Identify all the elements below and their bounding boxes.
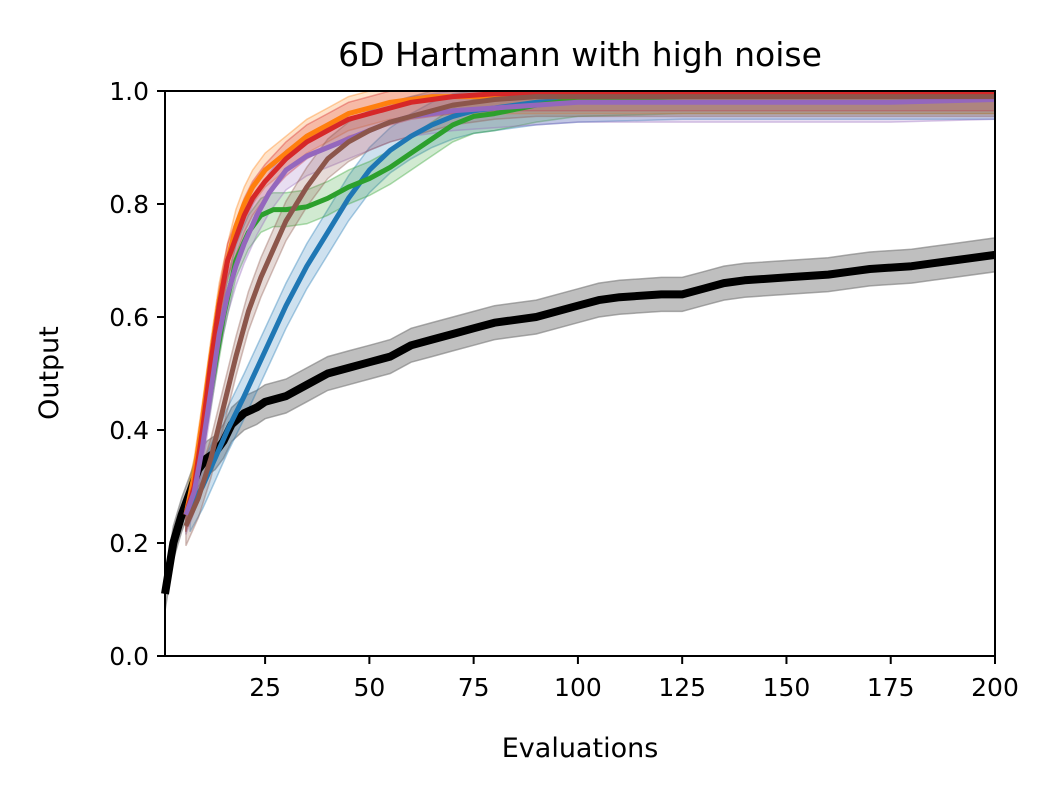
x-tick-label-50: 50 [353,673,385,702]
series-line-brown [183,94,995,528]
chart-title: 6D Hartmann with high noise [338,35,822,74]
y-tick-label-1.0: 1.0 [109,77,149,106]
plot-frame [164,90,996,657]
y-tick-label-0.0: 0.0 [109,642,149,671]
x-tick-label-175: 175 [867,673,915,702]
x-tick-label-125: 125 [658,673,706,702]
x-tick-label-150: 150 [763,673,811,702]
x-tick-label-100: 100 [554,673,602,702]
x-tick-label-75: 75 [458,673,490,702]
x-tick-label-200: 200 [971,673,1019,702]
axes: 25 50 75 100 125 150 175 200 0.0 0.2 0.4 0.6 0.8 1.0 [109,77,1019,702]
y-axis-label: Output [34,326,65,420]
series-line-purple [183,97,996,516]
series-lines [161,91,996,595]
y-tick-label-0.4: 0.4 [109,416,149,445]
x-axis-label: Evaluations [502,733,659,764]
y-tick-label-0.8: 0.8 [109,190,149,219]
y-tick-label-0.6: 0.6 [109,303,149,332]
y-tick-label-0.2: 0.2 [109,529,149,558]
series-line-red [183,91,995,516]
x-tick-label-25: 25 [249,673,281,702]
